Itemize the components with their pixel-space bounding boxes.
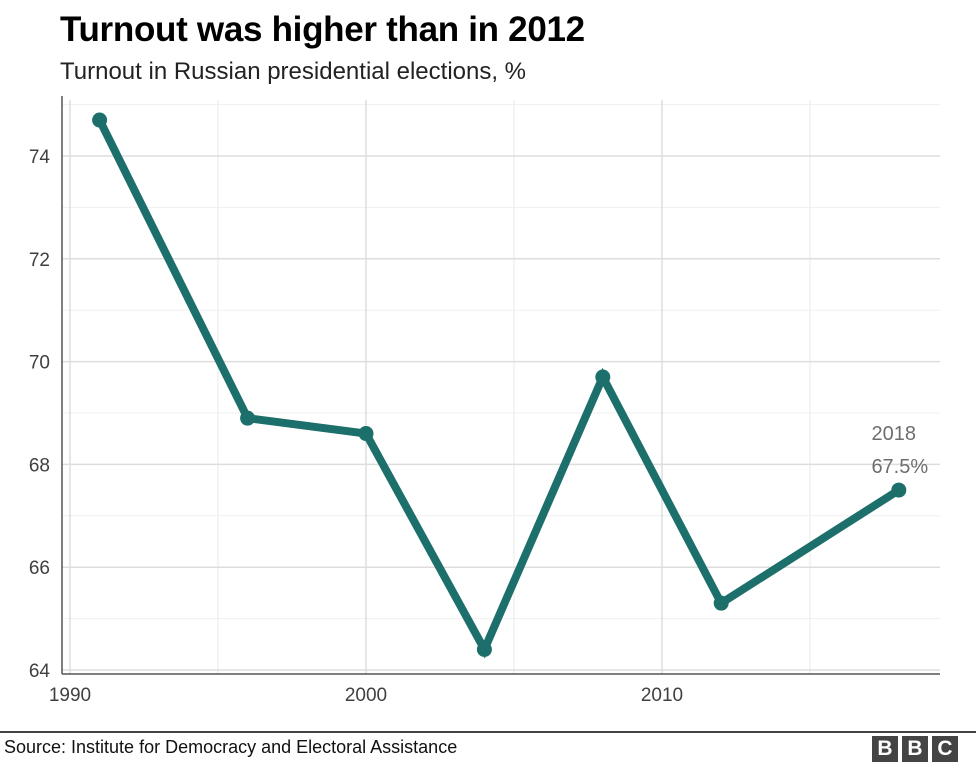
y-tick-label: 68 (29, 455, 50, 476)
y-tick-label: 64 (29, 661, 51, 682)
logo-letter-c: C (932, 736, 958, 762)
data-point (476, 641, 492, 657)
y-tick-label: 74 (29, 147, 51, 168)
annotation-year: 2018 (872, 423, 917, 445)
logo-letter-b2: B (902, 736, 928, 762)
data-point (891, 482, 907, 498)
data-point (595, 369, 611, 385)
annotation-value: 67.5% (871, 456, 928, 478)
y-tick-label: 66 (29, 558, 50, 579)
source-note: Source: Institute for Democracy and Elec… (4, 737, 458, 757)
line-chart: 64 66 68 70 72 74 1990 2000 2010 2018 67.5% (29, 96, 940, 706)
chart-subtitle: Turnout in Russian presidential election… (60, 58, 527, 85)
x-tick-label: 1990 (49, 685, 91, 706)
footer-divider (0, 731, 976, 733)
data-point (358, 426, 374, 442)
chart-title: Turnout was higher than in 2012 (60, 10, 585, 49)
logo-letter-b1: B (872, 736, 898, 762)
bbc-logo: B B C (872, 736, 958, 762)
data-point (240, 410, 256, 426)
data-point (92, 112, 108, 128)
x-tick-label: 2010 (641, 685, 683, 706)
data-point (713, 595, 729, 611)
y-tick-label: 72 (29, 250, 50, 271)
x-tick-label: 2000 (345, 685, 387, 706)
y-tick-label: 70 (29, 353, 50, 374)
series-line (95, 116, 903, 659)
